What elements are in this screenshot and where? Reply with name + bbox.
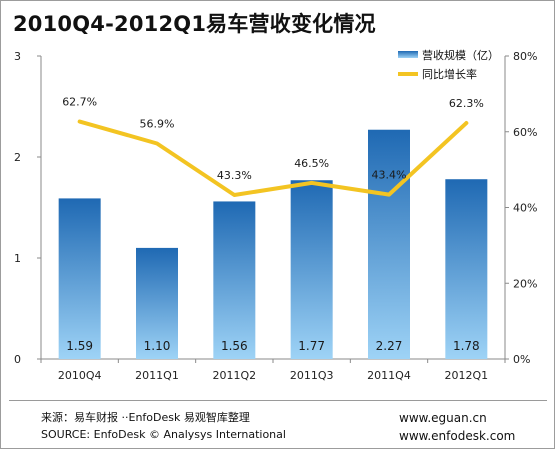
revenue-bar-value-label: 1.59: [66, 339, 93, 353]
revenue-bar: [136, 247, 178, 359]
legend: 营收规模（亿） 同比增长率: [398, 48, 499, 81]
x-axis-category-label: 2011Q2: [213, 369, 257, 382]
growth-rate-value-label: 43.4%: [372, 169, 407, 182]
right-axis-tick-label: 0%: [513, 353, 530, 366]
legend-bar-label: 营收规模（亿）: [422, 48, 499, 62]
left-axis-tick-label: 1: [14, 252, 21, 265]
growth-rate-point: [387, 193, 391, 197]
growth-rate-point: [310, 181, 314, 185]
revenue-bar-value-label: 1.77: [298, 339, 325, 353]
left-axis-tick-label: 0: [14, 353, 21, 366]
growth-rate-value-label: 56.9%: [140, 117, 175, 130]
revenue-bar-value-label: 1.56: [221, 339, 248, 353]
growth-rate-line: [77, 119, 469, 198]
revenue-bar: [445, 179, 488, 359]
footer-divider: [9, 400, 547, 401]
right-axis-tick-label: 40%: [513, 202, 537, 215]
right-axis-tick-label: 60%: [513, 126, 537, 139]
growth-rate-point: [78, 120, 82, 124]
revenue-bar: [213, 201, 256, 359]
legend-bar-swatch: [398, 51, 418, 58]
revenue-bar: [368, 129, 410, 359]
axes: 0 1 2 3 0% 20% 40% 60% 80% 2010Q4 2011Q1 2011Q2 2011…: [14, 50, 537, 382]
legend-line-label: 同比增长率: [422, 67, 477, 81]
growth-line-series: [77, 119, 469, 198]
x-axis-category-label: 2012Q1: [445, 369, 489, 382]
growth-rate-point: [464, 121, 468, 125]
source-note-en: SOURCE: EnfoDesk © Analysys Internationa…: [41, 428, 286, 441]
left-axis-tick-label: 3: [14, 50, 21, 63]
revenue-bar-value-label: 1.78: [453, 339, 480, 353]
growth-rate-value-label: 43.3%: [217, 169, 252, 182]
growth-rate-value-label: 62.3%: [449, 97, 484, 110]
x-axis-category-label: 2011Q1: [135, 369, 179, 382]
revenue-bar-value-label: 1.10: [144, 339, 171, 353]
growth-rate-value-label: 62.7%: [62, 96, 97, 109]
growth-rate-point: [232, 193, 236, 197]
bar-series: [58, 129, 488, 359]
x-axis-category-label: 2011Q4: [367, 369, 411, 382]
data-labels: 1.59 1.10 1.56 1.77 2.27 1.78 62.7% 56.9% 43.3% 4…: [62, 96, 484, 353]
growth-rate-point: [155, 141, 159, 145]
revenue-bar: [290, 180, 333, 359]
right-axis-tick-label: 80%: [513, 50, 537, 63]
chart-footer: 来源：易车财报 ··EnfoDesk 易观智库整理 SOURCE: EnfoDe…: [1, 400, 556, 450]
left-axis-tick-label: 2: [14, 151, 21, 164]
x-axis-category-label: 2011Q3: [290, 369, 334, 382]
revenue-bar-value-label: 2.27: [376, 339, 403, 353]
source-note-cn: 来源：易车财报 ··EnfoDesk 易观智库整理: [41, 411, 250, 424]
growth-rate-value-label: 46.5%: [294, 157, 329, 170]
x-axis-category-label: 2010Q4: [58, 369, 102, 382]
site-url-enfodesk: www.enfodesk.com: [399, 429, 516, 443]
revenue-bar: [58, 198, 101, 359]
chart-title: 2010Q4-2012Q1易车营收变化情况: [13, 12, 376, 36]
site-url-eguan: www.eguan.cn: [399, 411, 487, 425]
right-axis-tick-label: 20%: [513, 277, 537, 290]
